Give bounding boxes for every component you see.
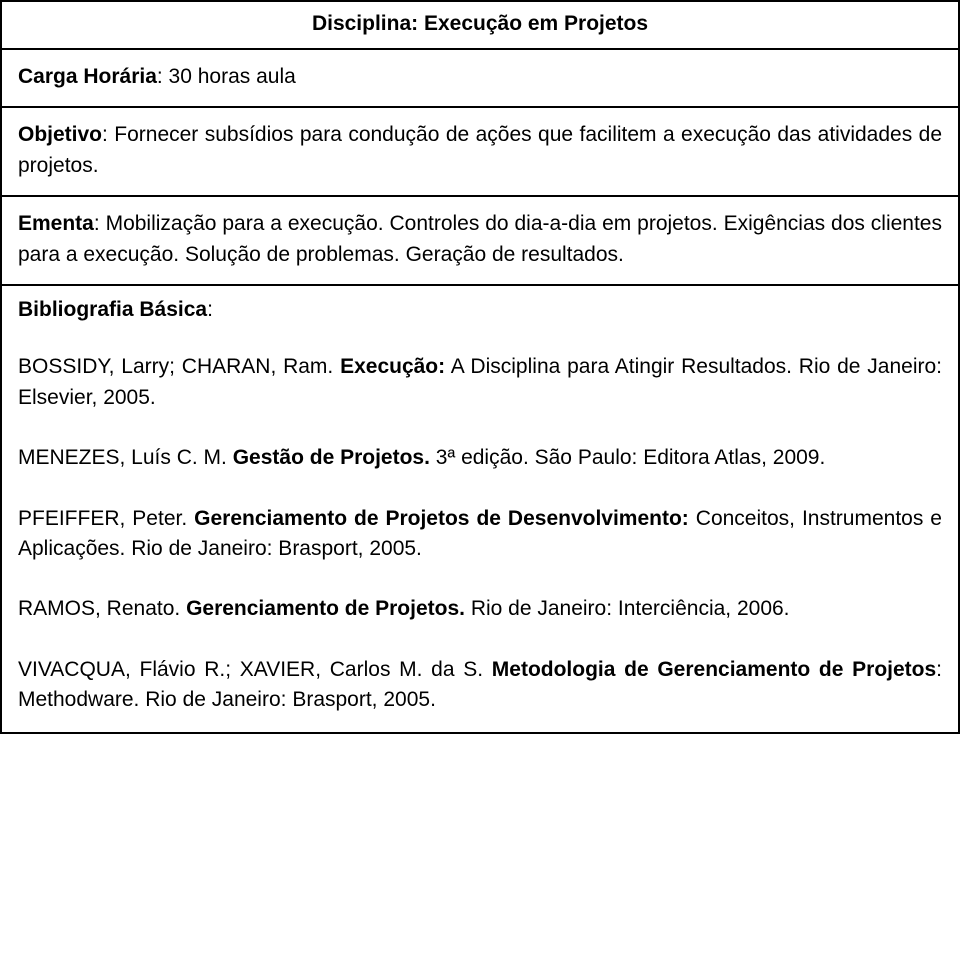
ementa-text: Ementa: Mobilização para a execução. Con… <box>18 209 942 270</box>
objetivo-value: : Fornecer subsídios para condução de aç… <box>18 123 942 176</box>
disciplina-title: Disciplina: Execução em Projetos <box>312 12 648 35</box>
entry-bold: Gestão de Projetos. <box>233 446 430 469</box>
biblio-entry: RAMOS, Renato. Gerenciamento de Projetos… <box>18 594 942 624</box>
biblio-entry: BOSSIDY, Larry; CHARAN, Ram. Execução: A… <box>18 352 942 413</box>
entry-bold: Metodologia de Gerenciamento de Projetos <box>492 658 936 681</box>
row-carga-horaria: Carga Horária: 30 horas aula <box>2 50 958 108</box>
objetivo-text: Objetivo: Fornecer subsídios para conduç… <box>18 120 942 181</box>
entry-bold: Execução: <box>340 355 445 378</box>
entry-pre: RAMOS, Renato. <box>18 597 186 620</box>
entry-post: 3ª edição. São Paulo: Editora Atlas, 200… <box>430 446 825 469</box>
entry-pre: MENEZES, Luís C. M. <box>18 446 233 469</box>
entry-pre: VIVACQUA, Flávio R.; XAVIER, Carlos M. d… <box>18 658 492 681</box>
row-disciplina: Disciplina: Execução em Projetos <box>2 2 958 50</box>
course-sheet: Disciplina: Execução em Projetos Carga H… <box>0 0 960 976</box>
entry-bold: Gerenciamento de Projetos. <box>186 597 465 620</box>
biblio-entry: VIVACQUA, Flávio R.; XAVIER, Carlos M. d… <box>18 655 942 716</box>
entry-pre: BOSSIDY, Larry; CHARAN, Ram. <box>18 355 340 378</box>
bibliografia-heading-rest: : <box>207 298 213 321</box>
entry-pre: PFEIFFER, Peter. <box>18 507 194 530</box>
bibliografia-heading: Bibliografia Básica: <box>18 298 942 322</box>
bibliografia-heading-bold: Bibliografia Básica <box>18 298 207 321</box>
table: Disciplina: Execução em Projetos Carga H… <box>0 0 960 734</box>
row-ementa: Ementa: Mobilização para a execução. Con… <box>2 197 958 286</box>
carga-text: Carga Horária: 30 horas aula <box>18 65 296 88</box>
carga-label: Carga Horária <box>18 65 157 88</box>
carga-value: : 30 horas aula <box>157 65 296 88</box>
row-bibliografia: Bibliografia Básica: BOSSIDY, Larry; CHA… <box>2 286 958 732</box>
ementa-value: : Mobilização para a execução. Controles… <box>18 212 942 265</box>
entry-post: Rio de Janeiro: Interciência, 2006. <box>465 597 790 620</box>
entry-bold: Gerenciamento de Projetos de Desenvolvim… <box>194 507 689 530</box>
biblio-entry: MENEZES, Luís C. M. Gestão de Projetos. … <box>18 443 942 473</box>
objetivo-label: Objetivo <box>18 123 102 146</box>
row-objetivo: Objetivo: Fornecer subsídios para conduç… <box>2 108 958 197</box>
ementa-label: Ementa <box>18 212 94 235</box>
biblio-entry: PFEIFFER, Peter. Gerenciamento de Projet… <box>18 504 942 565</box>
